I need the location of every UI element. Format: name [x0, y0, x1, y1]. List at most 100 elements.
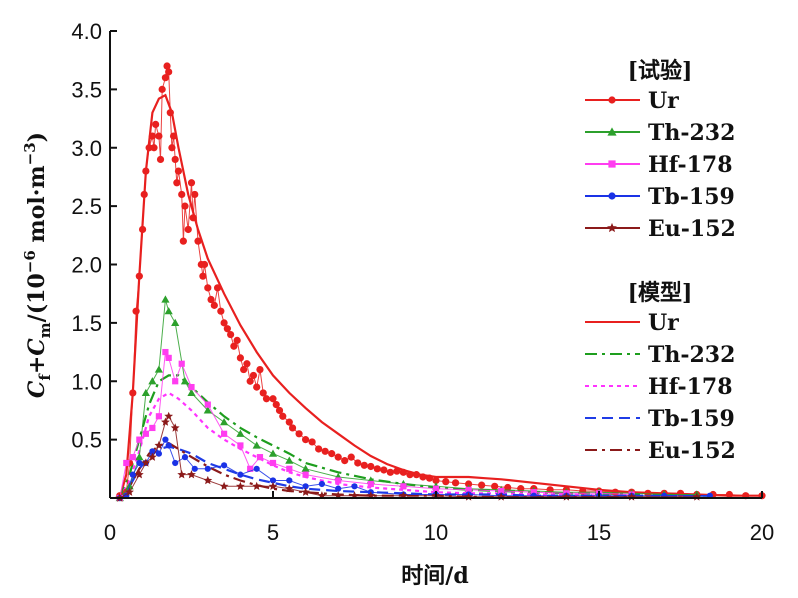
- data-point: [204, 465, 211, 472]
- legend-group: [模型] Ur Th-232 Hf-178 Tb-159 Eu-152: [585, 280, 736, 464]
- data-point: [360, 461, 368, 469]
- data-point: [425, 474, 434, 482]
- data-point: [341, 457, 349, 465]
- data-point: [135, 470, 144, 479]
- data-point: [247, 465, 254, 472]
- data-point: [275, 406, 284, 415]
- x-tick-label: 0: [104, 520, 116, 545]
- data-point: [163, 62, 171, 70]
- data-point: [367, 462, 375, 471]
- data-point: [178, 360, 185, 367]
- data-point: [246, 377, 254, 385]
- data-point: [318, 480, 325, 488]
- data-point: [308, 438, 316, 446]
- legend-label: Hf-178: [648, 374, 733, 400]
- legend-label: Ur: [648, 310, 679, 336]
- data-point: [269, 459, 277, 467]
- data-point: [142, 430, 149, 437]
- y-tick-label: 3.0: [71, 136, 102, 161]
- data-point: [129, 389, 137, 397]
- data-point: [210, 301, 218, 309]
- data-point: [149, 424, 156, 432]
- model-line: [118, 93, 762, 499]
- data-point: [135, 453, 144, 461]
- data-point: [315, 445, 323, 453]
- data-point: [252, 441, 261, 449]
- data-point: [220, 319, 228, 327]
- data-point: [181, 202, 189, 210]
- data-point: [149, 448, 156, 455]
- x-tick-label: 5: [267, 520, 279, 545]
- legend-label: Th-232: [648, 342, 735, 368]
- data-point: [268, 449, 278, 457]
- legend-marker: [608, 192, 616, 200]
- data-point: [498, 487, 505, 495]
- data-point: [129, 454, 136, 461]
- data-point: [412, 471, 421, 479]
- data-point: [170, 423, 180, 432]
- data-point: [236, 481, 245, 490]
- data-point: [191, 190, 199, 199]
- data-point: [204, 401, 211, 408]
- data-point: [268, 481, 278, 490]
- data-point: [367, 480, 374, 488]
- legend-group: [试验] Ur Th-232 Hf-178 Tb-159 Eu-152: [585, 58, 736, 242]
- data-point: [194, 237, 202, 245]
- data-point: [141, 458, 151, 467]
- data-point: [253, 383, 261, 391]
- legend-label: Tb-159: [648, 184, 735, 210]
- data-point: [165, 68, 173, 76]
- data-point: [132, 307, 140, 315]
- data-point: [172, 378, 179, 385]
- data-point: [259, 389, 267, 397]
- data-point: [269, 477, 277, 484]
- data-point: [301, 464, 310, 472]
- data-point: [166, 109, 174, 117]
- data-point: [140, 190, 148, 199]
- data-point: [129, 471, 136, 478]
- data-point: [136, 459, 143, 467]
- data-point: [725, 490, 734, 499]
- data-point: [164, 307, 173, 315]
- data-point: [451, 479, 460, 487]
- data-point: [432, 476, 440, 485]
- data-point: [221, 430, 228, 437]
- data-point: [179, 237, 187, 245]
- y-tick-label: 1.5: [71, 311, 102, 336]
- model-series-ur: [118, 93, 762, 499]
- data-point: [165, 442, 172, 449]
- legend-group-title: [试验]: [628, 58, 693, 84]
- data-point: [123, 459, 130, 467]
- data-point: [161, 417, 170, 426]
- data-point: [188, 383, 195, 391]
- legend-marker: [608, 160, 616, 168]
- data-point: [442, 478, 450, 486]
- data-point: [162, 436, 169, 443]
- data-point: [178, 190, 186, 199]
- data-point: [165, 354, 172, 361]
- data-point: [393, 467, 401, 475]
- data-point: [220, 418, 229, 426]
- model-series-eu-152: [118, 441, 632, 499]
- data-point: [380, 466, 388, 474]
- data-point: [227, 330, 235, 339]
- data-point: [184, 225, 192, 234]
- data-point: [302, 483, 309, 490]
- data-point: [249, 371, 258, 380]
- data-point: [347, 453, 355, 461]
- legend-marker: [608, 96, 616, 104]
- data-point: [236, 429, 245, 437]
- data-point: [272, 401, 280, 409]
- data-point: [223, 325, 231, 333]
- data-point: [240, 365, 248, 374]
- data-point: [135, 272, 143, 280]
- data-point: [136, 436, 143, 443]
- data-point: [279, 412, 287, 420]
- data-point: [207, 295, 215, 304]
- data-point: [221, 462, 228, 469]
- axes: 0 5 10 15 20 0.5 1.0 1.5 2.0 2.5 3.0 3.5 4.0: [71, 19, 774, 545]
- data-point: [256, 365, 264, 374]
- legend-marker: [607, 222, 617, 233]
- data-point: [269, 395, 277, 403]
